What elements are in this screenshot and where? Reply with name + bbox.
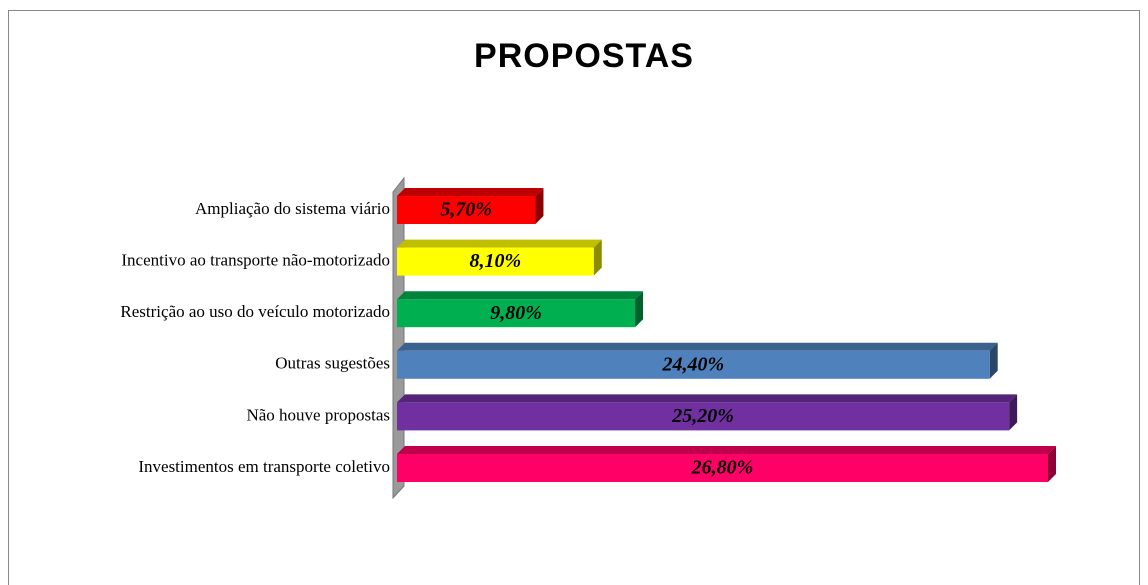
bar-side [635,291,644,328]
bar-side [593,239,602,276]
bar [397,196,536,224]
value-label: 25,20% [671,405,734,427]
bar [397,402,1010,431]
bar [397,454,1048,482]
y-tick-label: Restrição ao uso do veículo motorizado [120,302,390,321]
bar-top [397,188,544,196]
bar-top [397,394,1018,403]
y-tick-label: Não houve propostas [246,405,390,424]
bar-top [397,291,644,300]
value-label: 8,10% [470,250,522,272]
bar-top [397,239,602,248]
y-tick-label: Investimentos em transporte coletivo [138,457,390,476]
chart-title: PROPOSTAS [474,37,694,75]
value-label: 9,80% [490,302,542,324]
value-label: 26,80% [691,457,754,479]
y-tick-label: Ampliação do sistema viário [195,199,390,218]
value-label: 5,70% [440,199,492,221]
value-label: 24,40% [662,353,725,375]
bar [397,350,990,379]
bar [397,299,636,328]
bar-top [397,446,1056,454]
bar-side [1048,446,1056,482]
y-tick-label: Outras sugestões [275,354,390,373]
bar-top [397,342,998,351]
y-tick-label: Incentivo ao transporte não-motorizado [121,251,390,270]
bar-side [535,188,544,224]
bar-side [989,342,998,379]
bar [397,247,594,276]
bar-side [1009,394,1018,431]
